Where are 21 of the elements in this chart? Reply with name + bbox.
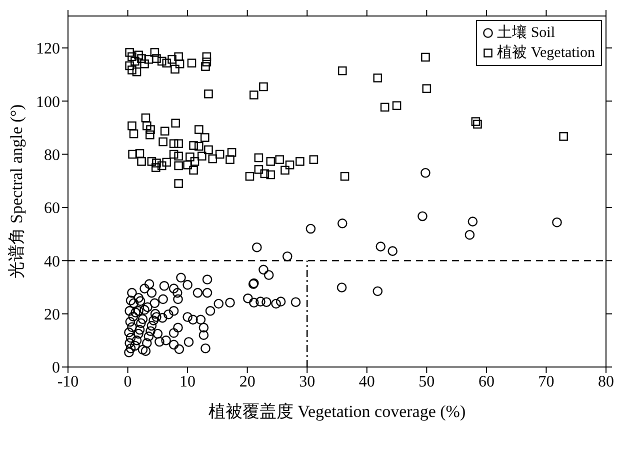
- y-tick-label: 120: [36, 40, 60, 58]
- legend-label: 土壤 Soil: [497, 24, 556, 43]
- x-tick-label: 80: [598, 373, 614, 390]
- x-tick-label: -10: [57, 373, 79, 390]
- y-tick-label: 40: [44, 253, 60, 270]
- legend-label: 植被 Vegetation: [497, 44, 595, 63]
- y-tick-label: 100: [36, 94, 60, 111]
- y-tick-label: 0: [52, 360, 60, 377]
- x-tick-label: 30: [299, 373, 316, 390]
- x-tick-label: 70: [538, 373, 554, 390]
- y-tick-label: 20: [44, 306, 60, 324]
- x-axis-title: 植被覆盖度 Vegetation coverage (%): [208, 402, 466, 421]
- x-tick-label: 40: [358, 373, 375, 390]
- y-tick-label: 60: [44, 200, 60, 218]
- y-axis-title: 光谱角 Spectral angle (°): [7, 104, 26, 279]
- y-tick-label: 80: [44, 146, 60, 164]
- x-tick-label: 50: [418, 373, 435, 390]
- x-tick-label: 10: [180, 373, 196, 390]
- x-tick-label: 60: [478, 373, 494, 390]
- x-tick-label: 20: [239, 373, 256, 390]
- x-tick-label: 0: [124, 373, 132, 390]
